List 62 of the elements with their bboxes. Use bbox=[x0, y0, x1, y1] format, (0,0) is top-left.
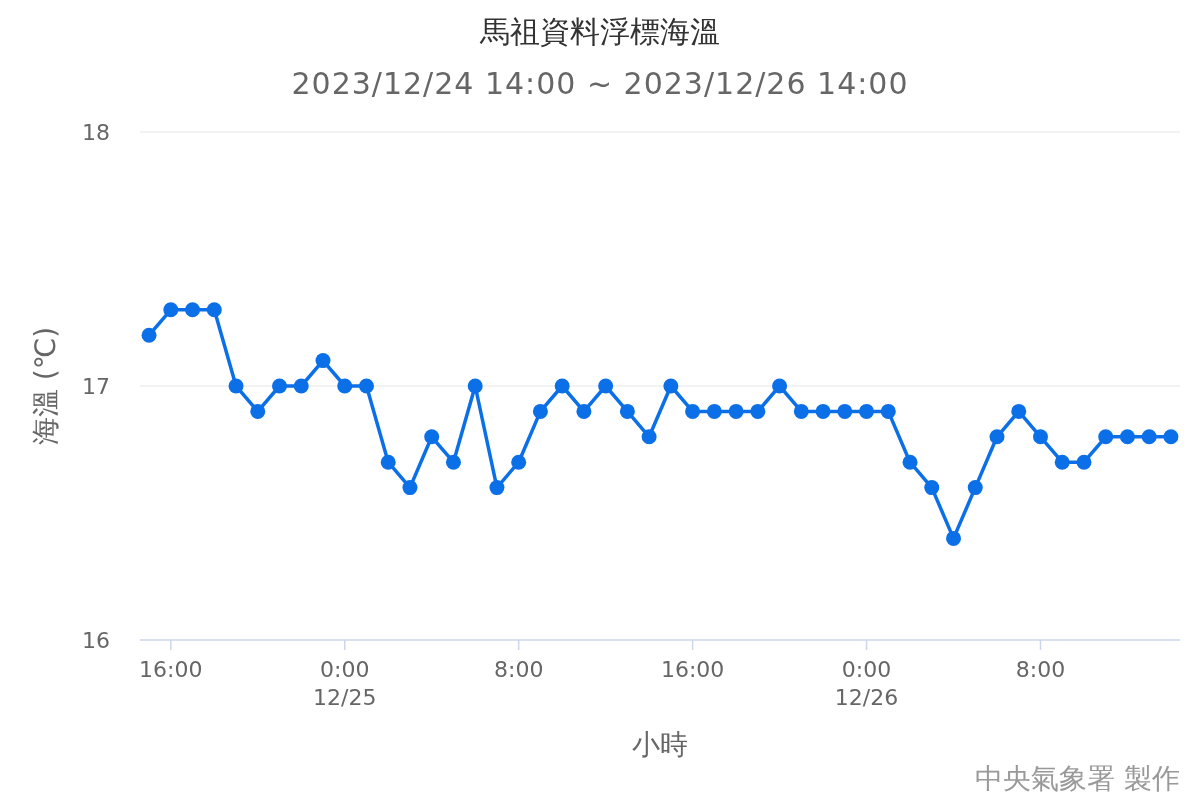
point bbox=[163, 302, 179, 318]
point bbox=[337, 378, 353, 394]
point bbox=[619, 403, 635, 419]
point bbox=[772, 378, 788, 394]
point bbox=[576, 403, 592, 419]
x-tick-label: 16:00 bbox=[660, 657, 725, 682]
point bbox=[380, 454, 396, 470]
point bbox=[1076, 454, 1092, 470]
point bbox=[1098, 429, 1114, 445]
point bbox=[815, 403, 831, 419]
point bbox=[1054, 454, 1070, 470]
point bbox=[445, 454, 461, 470]
point bbox=[663, 378, 679, 394]
point bbox=[489, 480, 505, 496]
point bbox=[1163, 429, 1179, 445]
x-axis-title: 小時 bbox=[632, 728, 688, 761]
point bbox=[315, 353, 331, 369]
point bbox=[902, 454, 918, 470]
chart-subtitle: 2023/12/24 14:00 ~ 2023/12/26 14:00 bbox=[291, 66, 909, 101]
point bbox=[511, 454, 527, 470]
point bbox=[859, 403, 875, 419]
point bbox=[1119, 429, 1135, 445]
point bbox=[554, 378, 570, 394]
point bbox=[250, 403, 266, 419]
point bbox=[750, 403, 766, 419]
point bbox=[358, 378, 374, 394]
point bbox=[402, 480, 418, 496]
point bbox=[467, 378, 483, 394]
point bbox=[924, 480, 940, 496]
point bbox=[728, 403, 744, 419]
point bbox=[598, 378, 614, 394]
y-tick-label: 17 bbox=[82, 374, 110, 399]
x-tick-label: 8:00 bbox=[1015, 657, 1066, 682]
point bbox=[880, 403, 896, 419]
point bbox=[837, 403, 853, 419]
point bbox=[228, 378, 244, 394]
point bbox=[641, 429, 657, 445]
point bbox=[685, 403, 701, 419]
point bbox=[946, 530, 962, 546]
point bbox=[293, 378, 309, 394]
point bbox=[532, 403, 548, 419]
point bbox=[967, 480, 983, 496]
point bbox=[206, 302, 222, 318]
x-tick-label: 0:00 12/26 bbox=[834, 657, 899, 710]
text: 中央氣象署 製作 bbox=[975, 762, 1180, 795]
point bbox=[1011, 403, 1027, 419]
y-tick-label: 18 bbox=[82, 120, 110, 145]
point bbox=[1141, 429, 1157, 445]
point bbox=[989, 429, 1005, 445]
point bbox=[185, 302, 201, 318]
x-tick-label: 0:00 12/25 bbox=[313, 657, 377, 710]
point bbox=[793, 403, 809, 419]
x-tick-label: 8:00 bbox=[493, 657, 544, 682]
y-tick-label: 16 bbox=[82, 628, 110, 653]
point bbox=[141, 327, 157, 343]
point bbox=[424, 429, 440, 445]
point bbox=[272, 378, 288, 394]
point bbox=[706, 403, 722, 419]
y-axis-title: 海溫 (℃) bbox=[29, 326, 62, 446]
x-tick-label: 16:00 bbox=[139, 657, 203, 682]
point bbox=[1032, 429, 1048, 445]
chart-title: 馬祖資料浮標海溫 bbox=[479, 14, 720, 49]
